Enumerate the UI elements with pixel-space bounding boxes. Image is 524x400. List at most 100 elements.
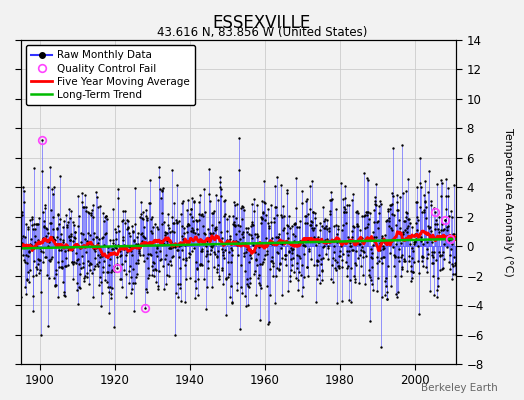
Point bbox=[69, 238, 78, 244]
Point bbox=[130, 308, 138, 314]
Point bbox=[396, 224, 405, 231]
Point bbox=[376, 198, 385, 204]
Point bbox=[44, 323, 52, 330]
Point bbox=[219, 280, 227, 287]
Point bbox=[113, 223, 122, 229]
Point bbox=[51, 283, 60, 289]
Point bbox=[178, 247, 186, 253]
Point bbox=[316, 220, 324, 226]
Point bbox=[314, 258, 322, 265]
Point bbox=[73, 280, 81, 286]
Point bbox=[60, 262, 69, 269]
Point bbox=[180, 230, 188, 236]
Point bbox=[70, 222, 78, 228]
Point bbox=[20, 284, 29, 290]
Point bbox=[236, 262, 245, 268]
Point bbox=[245, 284, 254, 290]
Point bbox=[319, 204, 327, 211]
Point bbox=[296, 255, 304, 262]
Point bbox=[196, 261, 204, 268]
Point bbox=[165, 273, 173, 279]
Point bbox=[252, 257, 260, 263]
Point bbox=[451, 262, 460, 268]
Point bbox=[305, 248, 313, 255]
Point bbox=[25, 248, 33, 254]
Point bbox=[307, 222, 315, 228]
Point bbox=[380, 239, 388, 246]
Point bbox=[245, 258, 253, 265]
Point bbox=[166, 245, 174, 251]
Point bbox=[267, 202, 275, 208]
Point bbox=[331, 206, 340, 212]
Point bbox=[56, 216, 64, 222]
Point bbox=[347, 197, 356, 204]
Point bbox=[238, 290, 247, 296]
Point bbox=[260, 199, 268, 206]
Point bbox=[41, 201, 50, 208]
Point bbox=[404, 176, 412, 182]
Point bbox=[118, 218, 126, 224]
Point bbox=[57, 231, 65, 238]
Point bbox=[399, 190, 407, 196]
Point bbox=[300, 274, 308, 280]
Point bbox=[84, 241, 92, 248]
Point bbox=[331, 257, 340, 263]
Point bbox=[224, 259, 232, 265]
Point bbox=[80, 275, 89, 282]
Point bbox=[77, 265, 85, 272]
Point bbox=[68, 259, 76, 265]
Point bbox=[206, 247, 215, 253]
Point bbox=[91, 248, 100, 254]
Point bbox=[278, 241, 287, 247]
Point bbox=[110, 268, 118, 274]
Point bbox=[344, 297, 353, 304]
Point bbox=[302, 264, 311, 270]
Point bbox=[89, 214, 97, 220]
Point bbox=[356, 235, 365, 241]
Point bbox=[77, 239, 85, 246]
Point bbox=[198, 246, 206, 252]
Point bbox=[347, 243, 355, 250]
Point bbox=[315, 252, 323, 258]
Point bbox=[205, 166, 213, 172]
Point bbox=[413, 184, 422, 190]
Point bbox=[41, 232, 50, 239]
Point bbox=[406, 236, 414, 242]
Point bbox=[225, 294, 234, 300]
Point bbox=[99, 264, 107, 270]
Point bbox=[410, 237, 419, 244]
Point bbox=[123, 226, 131, 232]
Point bbox=[269, 260, 277, 266]
Point bbox=[140, 234, 148, 240]
Point bbox=[372, 181, 380, 188]
Point bbox=[66, 236, 74, 243]
Point bbox=[37, 332, 45, 338]
Point bbox=[394, 254, 402, 260]
Point bbox=[322, 240, 330, 246]
Point bbox=[292, 275, 300, 282]
Point bbox=[136, 243, 144, 250]
Point bbox=[137, 230, 146, 236]
Point bbox=[46, 258, 54, 264]
Point bbox=[43, 243, 52, 250]
Point bbox=[71, 260, 80, 266]
Point bbox=[381, 275, 390, 281]
Point bbox=[81, 236, 89, 242]
Point bbox=[254, 233, 263, 240]
Point bbox=[281, 256, 289, 262]
Point bbox=[71, 229, 79, 235]
Point bbox=[146, 177, 155, 183]
Point bbox=[222, 312, 230, 318]
Point bbox=[277, 245, 285, 251]
Point bbox=[222, 275, 230, 282]
Point bbox=[212, 226, 221, 232]
Point bbox=[23, 277, 31, 283]
Point bbox=[429, 273, 437, 279]
Point bbox=[276, 261, 285, 267]
Point bbox=[315, 272, 323, 278]
Point bbox=[308, 219, 316, 225]
Point bbox=[141, 241, 149, 247]
Point bbox=[400, 258, 409, 264]
Point bbox=[335, 252, 343, 259]
Point bbox=[138, 237, 146, 244]
